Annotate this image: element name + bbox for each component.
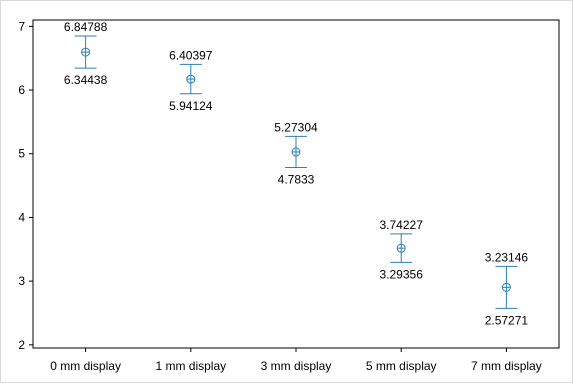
upper-value-label: 6.40397 [169, 48, 213, 62]
x-category-label: 7 mm display [471, 359, 542, 373]
lower-value-label: 5.94124 [169, 99, 213, 113]
x-axis-categories: 0 mm display 1 mm display 3 mm display 5 mm… [50, 348, 542, 373]
x-category-label: 0 mm display [50, 359, 121, 373]
lower-value-label: 6.34438 [64, 73, 108, 87]
upper-value-label: 5.27304 [274, 120, 318, 134]
y-tick-label: 7 [18, 19, 25, 33]
y-tick-label: 4 [18, 210, 25, 224]
y-tick-label: 5 [18, 147, 25, 161]
upper-value-label: 6.84788 [64, 20, 108, 34]
lower-value-label: 2.57271 [485, 313, 529, 327]
upper-value-label: 3.23146 [485, 250, 529, 264]
x-category-label: 3 mm display [261, 359, 332, 373]
y-axis-ticks: 2 3 4 5 6 7 [18, 19, 33, 352]
y-tick-label: 2 [18, 338, 25, 352]
error-bar-marks: 6.84788 6.34438 6.40397 5.94124 5.27304 4.783… [64, 20, 529, 327]
x-category-label: 5 mm display [366, 359, 437, 373]
x-category-label: 1 mm display [155, 359, 226, 373]
upper-value-label: 3.74227 [380, 218, 424, 232]
lower-value-label: 3.29356 [380, 267, 424, 281]
y-tick-label: 3 [18, 274, 25, 288]
lower-value-label: 4.7833 [278, 173, 315, 187]
y-tick-label: 6 [18, 83, 25, 97]
